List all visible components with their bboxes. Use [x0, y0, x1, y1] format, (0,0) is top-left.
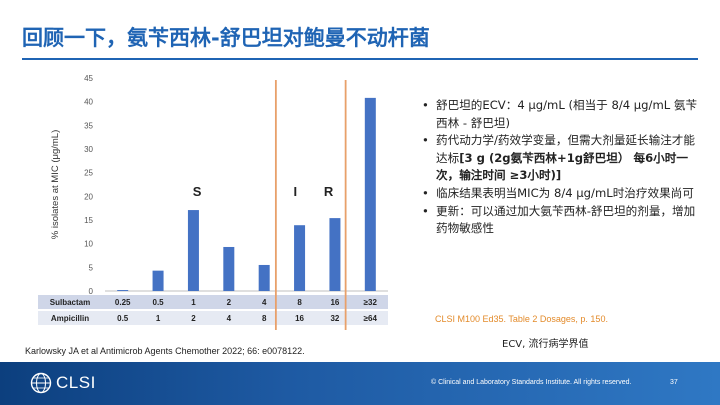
table-cell: 0.5: [117, 314, 129, 323]
bar: [258, 264, 270, 291]
chart-bars: [117, 97, 376, 291]
y-tick-label: 40: [84, 98, 93, 107]
bar: [294, 225, 306, 291]
table-cell: 2: [227, 298, 232, 307]
y-tick-label: 5: [89, 263, 94, 272]
bar: [117, 290, 129, 291]
table-cell: 0.25: [115, 298, 131, 307]
logo-text: CLSI: [56, 373, 96, 392]
table-cell: 2: [191, 314, 196, 323]
copyright-text: © Clinical and Laboratory Standards Inst…: [431, 379, 632, 386]
table-cell: 4: [227, 314, 232, 323]
table-cell: 4: [262, 298, 267, 307]
table-row: [38, 295, 388, 309]
table-cell: ≥64: [364, 314, 378, 323]
y-tick-label: 0: [89, 287, 94, 296]
region-label: S: [193, 184, 202, 199]
y-tick-label: 25: [84, 169, 93, 178]
table-cell: 1: [156, 314, 161, 323]
bullet-pkpd: 药代动力学/药效学变量，但需大剂量延长输注才能达标[3 g (2g氨苄西林+1g…: [420, 132, 698, 185]
bullet-clinical: 临床结果表明当MIC为 8/4 μg/mL时治疗效果尚可: [420, 185, 698, 203]
title-divider: [22, 58, 698, 60]
table-cell: 8: [262, 314, 267, 323]
y-tick-label: 15: [84, 216, 93, 225]
table-cell: 8: [297, 298, 302, 307]
citation: Karlowsky JA et al Antimicrob Agents Che…: [25, 346, 305, 356]
bar: [187, 210, 199, 291]
slide-title: 回顾一下，氨苄西林-舒巴坦对鲍曼不动杆菌: [22, 26, 430, 50]
table-row: [38, 311, 388, 325]
ecv-footnote: ECV, 流行病学界值: [502, 339, 589, 350]
bullet-ecv: 舒巴坦的ECV：4 μg/mL (相当于 8/4 μg/mL 氨苄西林 - 舒巴…: [420, 97, 698, 132]
bullet-update-text: 更新：可以通过加大氨苄西林-舒巴坦的剂量，增加药物敏感性: [436, 203, 696, 236]
clsi-reference: CLSI M100 Ed35. Table 2 Dosages, p. 150.: [435, 314, 608, 324]
bar: [223, 246, 235, 291]
y-axis-label: % isolates at MIC (μg/mL): [50, 130, 61, 239]
bullet-ecv-text: 舒巴坦的ECV：4 μg/mL (相当于 8/4 μg/mL 氨苄西林 - 舒巴…: [436, 98, 698, 130]
globe-icon: [30, 372, 52, 394]
bullet-clinical-text: 临床结果表明当MIC为 8/4 μg/mL时治疗效果尚可: [436, 185, 694, 200]
bar: [152, 270, 164, 291]
y-tick-label: 10: [84, 240, 93, 249]
table-row-label: Sulbactam: [50, 298, 90, 307]
y-tick-label: 35: [84, 121, 93, 130]
table-cell: 0.5: [153, 298, 165, 307]
table-cell: 16: [330, 298, 339, 307]
table-cell: 32: [330, 314, 339, 323]
table-cell: 1: [191, 298, 196, 307]
dose-table: Sulbactam 0.25 0.5 1 2 4 8 16 ≥32 Ampicillin 0.5 1 2…: [38, 295, 388, 325]
y-tick-label: 20: [84, 192, 93, 201]
bullet-pkpd-dose: [3 g (2g氨苄西林+1g舒巴坦） 每6小时一次，输注时间 ≥3小时)]: [436, 150, 688, 183]
table-cell: ≥32: [364, 298, 378, 307]
bullet-update: 更新：可以通过加大氨苄西林-舒巴坦的剂量，增加药物敏感性: [420, 203, 698, 238]
y-tick-label: 30: [84, 145, 93, 154]
table-row-label: Ampicillin: [51, 314, 89, 323]
table-cell: 16: [295, 314, 304, 323]
footer-bar: [0, 362, 720, 405]
region-label: I: [293, 184, 297, 199]
clsi-logo: CLSI: [30, 371, 96, 395]
key-points-list: 舒巴坦的ECV：4 μg/mL (相当于 8/4 μg/mL 氨苄西林 - 舒巴…: [420, 97, 698, 238]
chart-axes: 0 5 10 15 20 25 30 35 40 45 % isolates at MIC (μg/…: [50, 74, 388, 296]
page-number: 37: [670, 379, 678, 386]
bar: [329, 218, 341, 291]
y-tick-label: 45: [84, 74, 93, 83]
region-label: R: [324, 184, 334, 199]
bullet-pkpd-text: 药代动力学/药效学变量，但需大剂量延长输注才能达标: [436, 133, 695, 165]
bar: [364, 97, 376, 291]
